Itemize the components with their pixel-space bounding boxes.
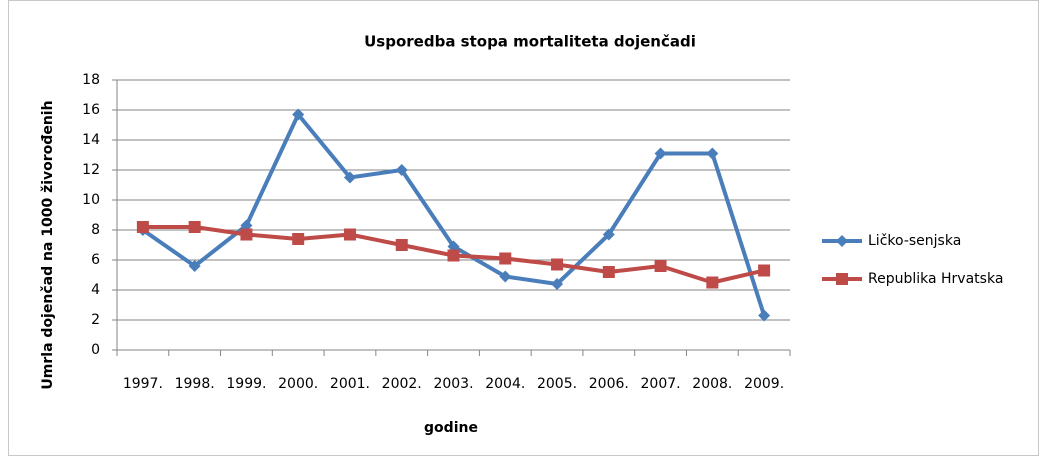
y-tick-label: 18	[82, 72, 100, 88]
data-point	[706, 147, 719, 160]
y-tick-label: 6	[91, 252, 100, 268]
x-tick-label: 2004.	[485, 376, 525, 392]
x-tick-label: 2007.	[641, 376, 681, 392]
x-tick-label: 1999.	[226, 376, 266, 392]
data-point	[654, 147, 667, 160]
legend-marker	[836, 235, 848, 247]
data-point	[292, 233, 305, 245]
data-point	[602, 228, 615, 241]
x-tick-label: 1998.	[175, 376, 215, 392]
legend-label: Ličko-senjska	[868, 233, 961, 249]
legend-marker	[836, 273, 848, 285]
y-axis-title: Umrla dojenčad na 1000 živorođenih	[40, 100, 56, 389]
y-tick-label: 16	[82, 102, 100, 118]
y-tick-label: 0	[91, 342, 100, 358]
x-tick-label: 2009.	[744, 376, 784, 392]
x-tick-label: 2001.	[330, 376, 370, 392]
y-tick-label: 4	[91, 282, 100, 298]
y-tick-label: 12	[82, 162, 100, 178]
data-point	[758, 264, 771, 277]
data-point	[551, 258, 564, 271]
x-tick-label: 2006.	[589, 376, 629, 392]
y-tick-label: 2	[91, 312, 100, 328]
data-point	[188, 221, 201, 233]
data-point	[706, 276, 719, 289]
data-point	[447, 249, 460, 262]
y-tick-label: 14	[82, 132, 100, 148]
legend-label: Republika Hrvatska	[868, 271, 1003, 287]
data-point	[395, 239, 408, 251]
data-point	[551, 278, 564, 290]
data-point	[240, 228, 253, 241]
data-point	[343, 171, 356, 184]
data-point	[395, 164, 408, 176]
data-point	[343, 228, 356, 241]
chart-title: Usporedba stopa mortaliteta dojenčadi	[364, 33, 696, 51]
data-point	[758, 309, 771, 322]
x-tick-label: 2005.	[537, 376, 577, 392]
data-point	[188, 260, 201, 272]
x-tick-label: 2000.	[278, 376, 318, 392]
x-axis-title: godine	[424, 420, 478, 436]
x-tick-label: 2008.	[692, 376, 732, 392]
data-point	[499, 270, 512, 283]
x-tick-label: 2003.	[433, 376, 473, 392]
y-tick-label: 8	[91, 222, 100, 238]
data-point	[654, 260, 667, 272]
x-tick-label: 2002.	[382, 376, 422, 392]
data-point	[499, 252, 512, 265]
data-point	[292, 108, 305, 121]
data-point	[602, 266, 615, 278]
x-tick-label: 1997.	[123, 376, 163, 392]
data-point	[136, 221, 149, 233]
y-tick-label: 10	[82, 192, 100, 208]
